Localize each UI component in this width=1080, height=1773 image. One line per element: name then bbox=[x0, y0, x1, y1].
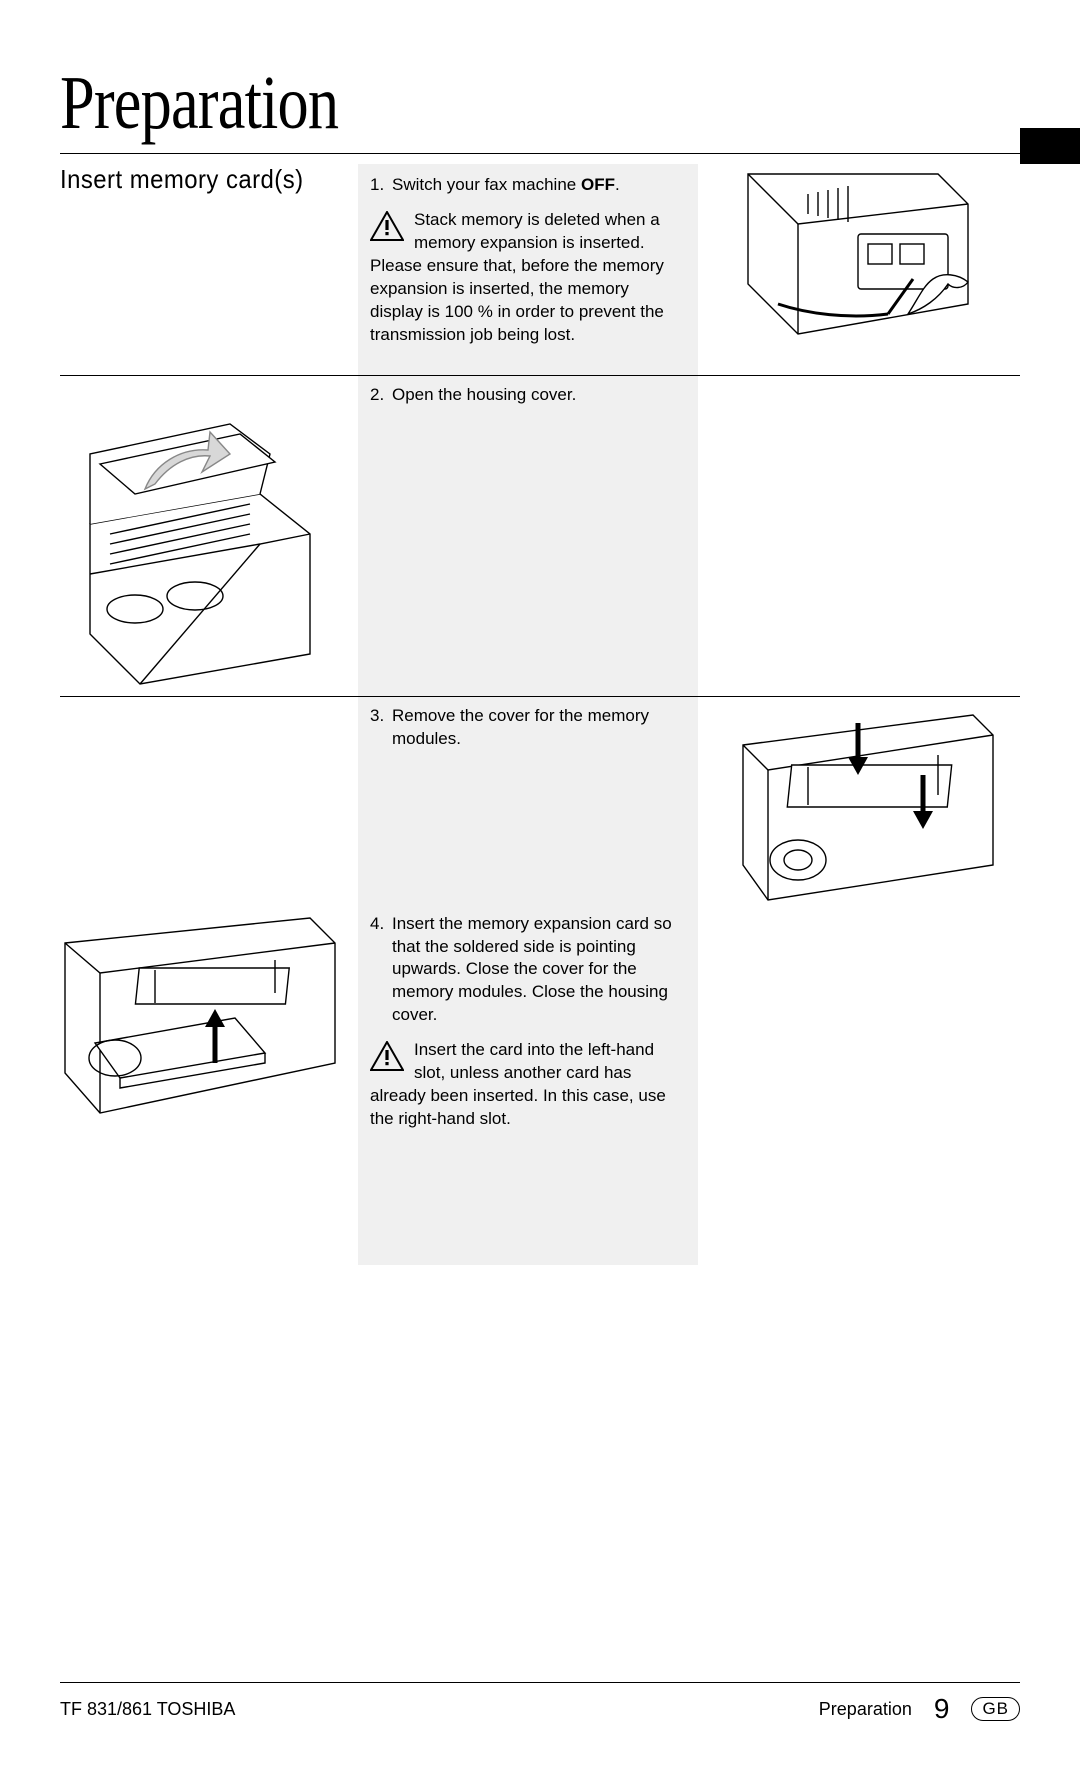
page-number: 9 bbox=[934, 1693, 950, 1725]
step-1-note: Stack memory is deleted when a memory ex… bbox=[370, 209, 686, 347]
step-3: 3. Remove the cover for the memory modul… bbox=[370, 705, 686, 751]
step-num: 1. bbox=[370, 174, 392, 197]
illustration-2 bbox=[60, 376, 340, 696]
note-text: Stack memory is deleted when a memory ex… bbox=[370, 209, 686, 347]
step-text: Switch your fax machine OFF. bbox=[392, 174, 686, 197]
step-1-panel: 1. Switch your fax machine OFF. Stack me… bbox=[358, 164, 698, 375]
step-4: 4. Insert the memory expansion card so t… bbox=[370, 913, 686, 1028]
step-text: Open the housing cover. bbox=[392, 384, 686, 407]
title-rule bbox=[60, 153, 1020, 154]
illustration-4 bbox=[60, 905, 340, 1265]
caution-icon bbox=[370, 1041, 404, 1071]
empty-cell-3a bbox=[60, 697, 340, 905]
step-text: Insert the memory expansion card so that… bbox=[392, 913, 686, 1028]
footer-model: TF 831/861 TOSHIBA bbox=[60, 1699, 235, 1720]
step-2-panel: 2. Open the housing cover. bbox=[358, 376, 698, 696]
section-title: Insert memory card(s) bbox=[60, 164, 318, 195]
illustration-1 bbox=[716, 164, 1020, 375]
content-grid: Insert memory card(s) 1. Switch your fax… bbox=[60, 164, 1020, 1265]
step-num: 3. bbox=[370, 705, 392, 751]
step-4-note: Insert the card into the left-hand slot,… bbox=[370, 1039, 686, 1131]
illustration-3 bbox=[716, 697, 1020, 905]
header-black-bar bbox=[1020, 128, 1080, 164]
footer-section: Preparation bbox=[819, 1699, 912, 1720]
step-text-bold: OFF bbox=[581, 175, 615, 194]
empty-cell-4 bbox=[716, 905, 1020, 1265]
footer-right: Preparation 9 GB bbox=[819, 1693, 1020, 1725]
empty-cell-2 bbox=[716, 376, 1020, 696]
lang-badge: GB bbox=[971, 1697, 1020, 1721]
step-4-panel: 4. Insert the memory expansion card so t… bbox=[358, 905, 698, 1265]
step-2: 2. Open the housing cover. bbox=[370, 384, 686, 407]
step-num: 2. bbox=[370, 384, 392, 407]
footer: TF 831/861 TOSHIBA Preparation 9 GB bbox=[60, 1682, 1020, 1725]
step-1: 1. Switch your fax machine OFF. bbox=[370, 174, 686, 197]
step-num: 4. bbox=[370, 913, 392, 1028]
section-title-cell: Insert memory card(s) bbox=[60, 164, 340, 375]
step-text-b: . bbox=[615, 175, 620, 194]
page-title: Preparation bbox=[60, 60, 847, 147]
note-text: Insert the card into the left-hand slot,… bbox=[370, 1039, 686, 1131]
step-3-panel: 3. Remove the cover for the memory modul… bbox=[358, 697, 698, 905]
step-text-a: Switch your fax machine bbox=[392, 175, 581, 194]
step-text: Remove the cover for the memory modules. bbox=[392, 705, 686, 751]
caution-icon bbox=[370, 211, 404, 241]
